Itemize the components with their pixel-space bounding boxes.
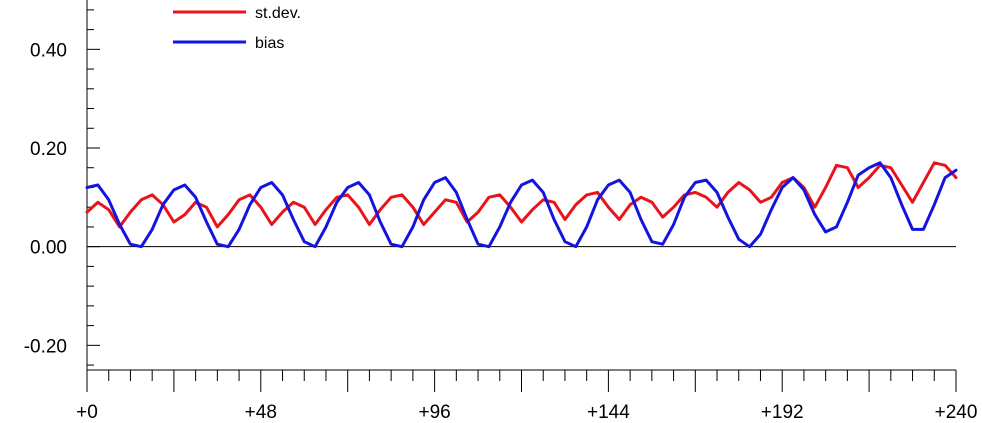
x-tick-label: +48 bbox=[245, 402, 277, 423]
ticks bbox=[86, 9, 957, 392]
series-line-bias bbox=[85, 161, 958, 249]
y-tick-label: -0.20 bbox=[24, 336, 67, 357]
tick-labels: +0 +48 +96 +144 +192 +240 -0.20 0.00 0.20 0.40 bbox=[24, 40, 978, 423]
series bbox=[85, 161, 958, 249]
y-tick-label: 0.40 bbox=[30, 40, 67, 61]
legend-label: bias bbox=[255, 35, 284, 52]
x-tick-label: +240 bbox=[935, 402, 978, 423]
x-tick-label: +96 bbox=[418, 402, 450, 423]
legend-label: st.dev. bbox=[255, 5, 301, 22]
x-tick-label: +192 bbox=[761, 402, 804, 423]
y-tick-label: 0.20 bbox=[30, 139, 67, 160]
x-tick-label: +0 bbox=[76, 402, 98, 423]
series-line-st-dev bbox=[85, 161, 958, 229]
legend: st.dev. bias bbox=[173, 5, 301, 52]
x-tick-label: +144 bbox=[587, 402, 630, 423]
y-tick-label: 0.00 bbox=[30, 238, 67, 259]
